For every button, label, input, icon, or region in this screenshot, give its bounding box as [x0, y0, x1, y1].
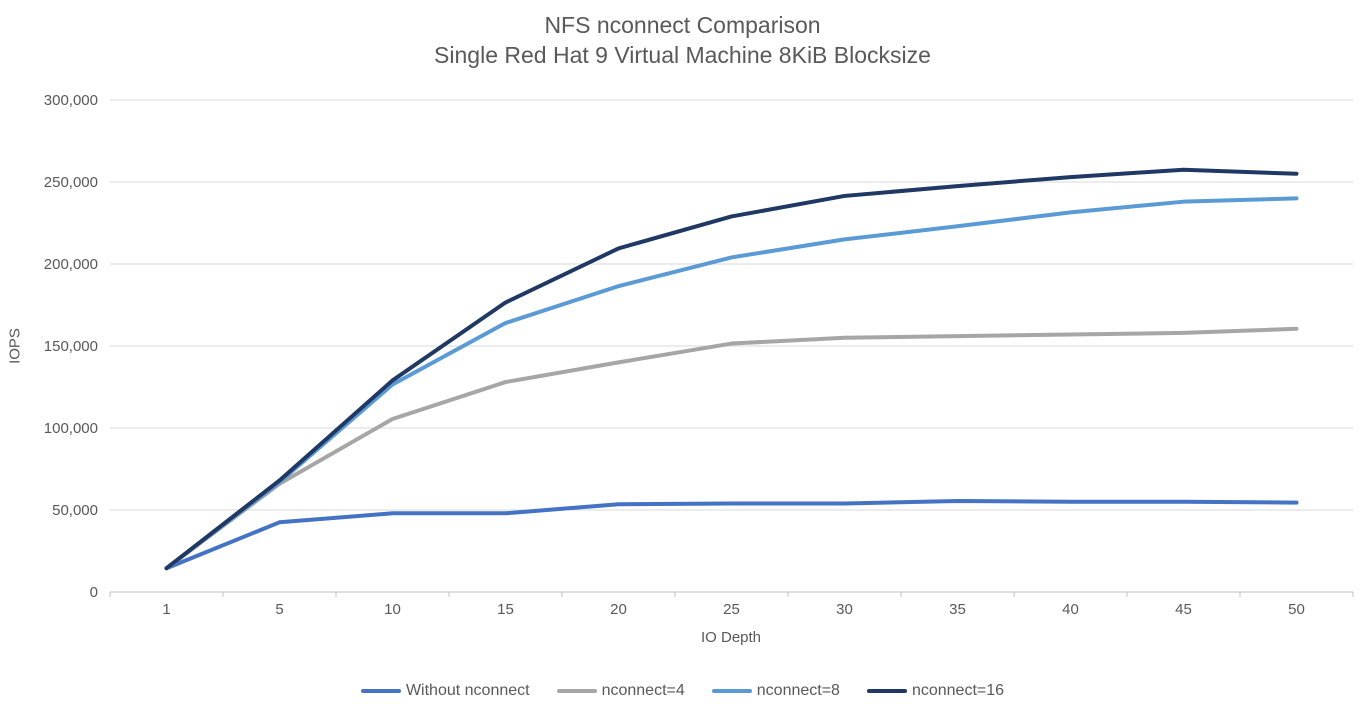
legend: Without nconnect nconnect=4 nconnect=8 n…: [0, 682, 1365, 700]
y-tick-label: 150,000: [44, 338, 98, 355]
x-tick-label: 20: [610, 601, 627, 618]
legend-label-nconnect-4: nconnect=4: [601, 682, 685, 699]
chart-title-line2: Single Red Hat 9 Virtual Machine 8KiB Bl…: [434, 42, 931, 68]
legend-item-nconnect-8: nconnect=8: [711, 682, 840, 700]
y-tick-label: 0: [90, 584, 98, 601]
y-axis-title: IOPS: [6, 328, 24, 364]
chart-title-line1: NFS nconnect Comparison: [544, 12, 821, 38]
legend-label-nconnect-16: nconnect=16: [911, 682, 1005, 699]
legend-swatch-nconnect-16: [866, 689, 907, 693]
legend-swatch-without-nconnect: [360, 689, 401, 693]
x-tick-label: 40: [1062, 601, 1079, 618]
x-tick-label: 1: [162, 601, 170, 618]
x-tick-label: 50: [1288, 601, 1305, 618]
x-tick-label: 5: [275, 601, 283, 618]
legend-swatch-nconnect-8: [711, 689, 752, 693]
y-tick-label: 100,000: [44, 420, 98, 437]
y-tick-label: 300,000: [44, 92, 98, 109]
legend-label-nconnect-8: nconnect=8: [756, 682, 840, 699]
x-tick-label: 25: [723, 601, 740, 618]
series-line-without-nconnect: [164, 498, 1299, 571]
series-line-nconnect-16: [164, 167, 1299, 571]
plot-area: 0 50,000 100,000 150,000 200,000 250,000 300,0…: [44, 92, 1354, 618]
series-line-nconnect-4: [164, 326, 1299, 571]
x-tick-label: 30: [836, 601, 853, 618]
series-line-nconnect-8: [164, 196, 1299, 571]
y-tick-label: 200,000: [44, 256, 98, 273]
legend-item-nconnect-4: nconnect=4: [556, 682, 685, 700]
x-tick-label: 10: [384, 601, 401, 618]
legend-label-without-nconnect: Without nconnect: [405, 682, 530, 699]
legend-swatch-nconnect-4: [556, 689, 597, 693]
x-tick-label: 15: [497, 601, 514, 618]
x-tick-label: 35: [949, 601, 966, 618]
x-axis-title: IO Depth: [700, 629, 762, 646]
legend-item-without-nconnect: Without nconnect: [360, 682, 530, 700]
x-tick-label: 45: [1175, 601, 1192, 618]
y-tick-label: 250,000: [44, 174, 98, 191]
chart-title: NFS nconnect Comparison Single Red Hat 9…: [0, 10, 1365, 70]
y-tick-label: 50,000: [52, 502, 98, 519]
legend-item-nconnect-16: nconnect=16: [866, 682, 1005, 700]
